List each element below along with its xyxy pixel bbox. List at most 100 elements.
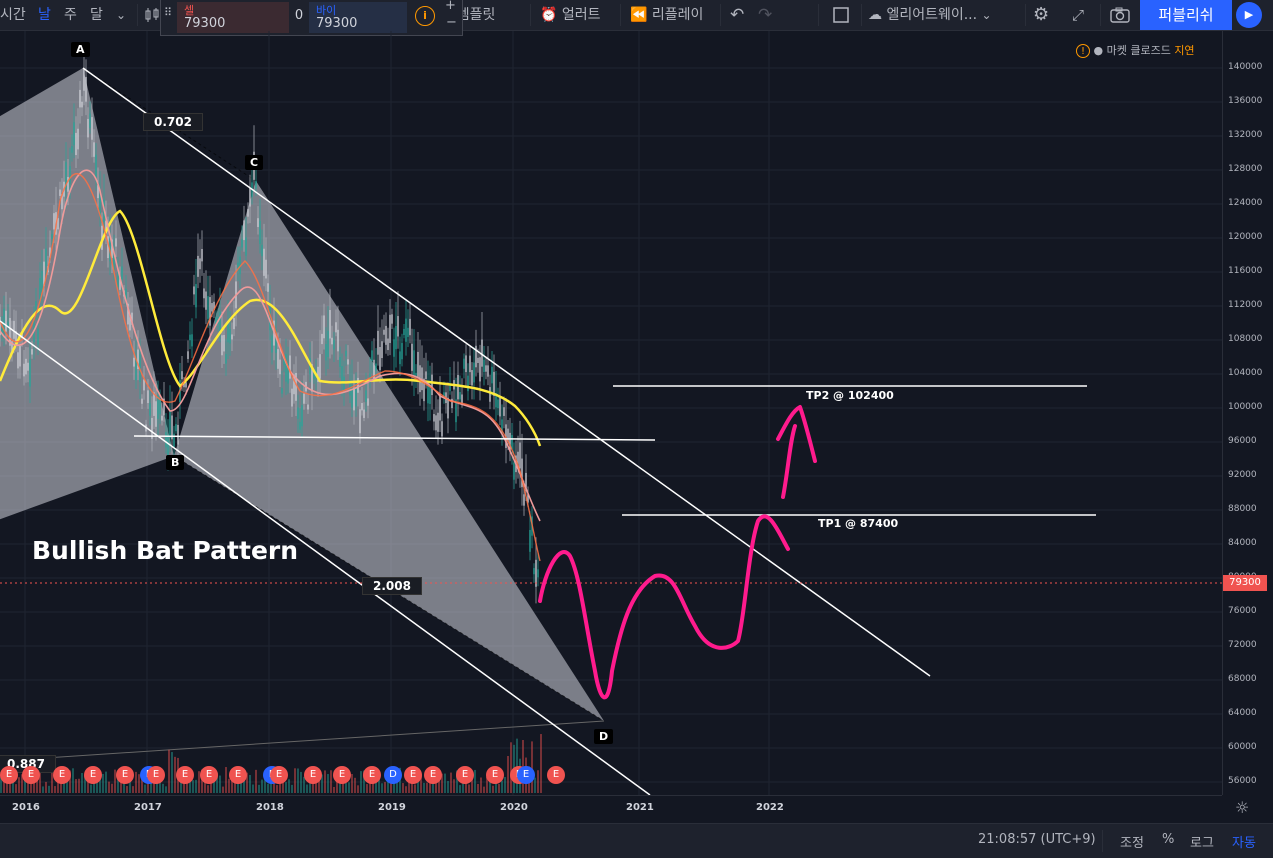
price-tick: 112000 (1228, 300, 1263, 310)
earnings-marker[interactable]: E (22, 766, 40, 784)
earnings-marker[interactable]: E (517, 766, 535, 784)
info-icon[interactable]: i (415, 6, 435, 26)
trade-widget: ⠿ 셀 79300 0 바이 79300 i + − (160, 0, 463, 36)
price-tick: 88000 (1228, 504, 1257, 514)
interval-day[interactable]: 날 (38, 7, 51, 23)
earnings-marker[interactable]: E (486, 766, 504, 784)
percent-toggle[interactable]: % (1162, 832, 1175, 847)
layout-name: 엘리어트웨이... (886, 7, 978, 23)
point-a-label[interactable]: A (71, 42, 90, 57)
camera-icon[interactable] (1110, 0, 1130, 30)
time-axis[interactable]: 2016 2017 2018 2019 2020 2021 2022 (0, 795, 1222, 824)
tp2-label[interactable]: TP2 @ 102400 (806, 389, 894, 402)
ratio-label-xc[interactable]: 0.702 (143, 113, 203, 131)
chart-settings-gear-icon[interactable]: ☼ (1235, 798, 1250, 817)
current-price-tag: 79300 (1223, 575, 1267, 591)
drag-handle-icon[interactable]: ⠿ (164, 6, 173, 19)
candles-icon[interactable] (144, 0, 160, 30)
buy-label: 바이 (316, 4, 337, 17)
templates-label: 템플릿 (456, 7, 496, 23)
time-tick: 2019 (378, 802, 406, 813)
bottom-bar: 21:08:57 (UTC+9) 조정 % 로그 자동 (0, 823, 1273, 858)
buy-button[interactable]: 바이 79300 (309, 2, 407, 33)
hand-drawn-projection (538, 405, 817, 700)
sell-button[interactable]: 셀 79300 (177, 2, 289, 33)
price-tick: 56000 (1228, 776, 1257, 786)
earnings-marker[interactable]: E (456, 766, 474, 784)
price-tick: 124000 (1228, 198, 1263, 208)
price-tick: 140000 (1228, 62, 1263, 72)
time-tick: 2018 (256, 802, 284, 813)
price-axis[interactable]: 140000 136000 132000 128000 124000 120000 1160… (1222, 31, 1273, 795)
price-tick: 136000 (1228, 96, 1263, 106)
earnings-marker[interactable]: E (363, 766, 381, 784)
sell-label: 셀 (184, 4, 195, 17)
chevron-down-icon: ⌄ (981, 8, 992, 22)
log-toggle[interactable]: 로그 (1190, 836, 1214, 851)
earnings-marker[interactable]: E (0, 766, 18, 784)
adjust-toggle[interactable]: 조정 (1120, 836, 1144, 851)
earnings-marker[interactable]: E (84, 766, 102, 784)
point-d-label[interactable]: D (594, 729, 614, 744)
time-tick: 2022 (756, 802, 784, 813)
earnings-marker[interactable]: E (229, 766, 247, 784)
cloud-icon: ☁ (868, 7, 887, 23)
time-tick: 2021 (626, 802, 654, 813)
price-tick: 132000 (1228, 130, 1263, 140)
gear-icon[interactable]: ⚙ (1033, 4, 1050, 25)
alert-label: 얼러트 (561, 7, 601, 23)
clock[interactable]: 21:08:57 (UTC+9) (978, 832, 1096, 847)
minus-icon[interactable]: − (446, 15, 457, 30)
price-tick: 116000 (1228, 266, 1263, 276)
price-tick: 64000 (1228, 708, 1257, 718)
time-tick: 2017 (134, 802, 162, 813)
earnings-marker[interactable]: E (404, 766, 422, 784)
buy-price: 79300 (316, 16, 358, 31)
earnings-marker[interactable]: E (116, 766, 134, 784)
earnings-marker[interactable]: E (147, 766, 165, 784)
interval-week[interactable]: 주 (64, 7, 77, 23)
earnings-marker[interactable]: E (200, 766, 218, 784)
rewind-icon: ⏪ (630, 7, 652, 23)
chevron-down-icon[interactable]: ⌄ (116, 8, 127, 22)
fullscreen-icon[interactable]: ⤢ (1072, 6, 1085, 24)
price-tick: 104000 (1228, 368, 1263, 378)
earnings-marker[interactable]: E (176, 766, 194, 784)
earnings-marker[interactable]: E (304, 766, 322, 784)
layout-square-icon[interactable] (832, 0, 850, 30)
delay-text: 지연 (1174, 44, 1195, 57)
publish-button[interactable]: 퍼블리쉬 (1140, 0, 1232, 30)
ratio-label-bd[interactable]: 2.008 (362, 577, 422, 595)
interval-hour[interactable]: 시간 (0, 7, 26, 23)
price-chart[interactable] (0, 31, 1222, 795)
price-tick: 128000 (1228, 164, 1263, 174)
warning-icon: ! (1076, 44, 1090, 58)
layout-menu[interactable]: ☁ 엘리어트웨이... ⌄ (868, 0, 992, 30)
play-icon[interactable]: ▶ (1236, 2, 1262, 28)
price-tick: 96000 (1228, 436, 1257, 446)
tp1-label[interactable]: TP1 @ 87400 (818, 517, 899, 530)
price-tick: 120000 (1228, 232, 1263, 242)
redo-icon[interactable]: ↷ (758, 5, 773, 25)
earnings-marker[interactable]: E (270, 766, 288, 784)
point-c-label[interactable]: C (245, 155, 264, 170)
point-b-label[interactable]: B (166, 455, 185, 470)
price-tick: 92000 (1228, 470, 1257, 480)
earnings-marker[interactable]: E (547, 766, 565, 784)
price-tick: 72000 (1228, 640, 1257, 650)
earnings-marker[interactable]: E (333, 766, 351, 784)
time-tick: 2016 (12, 802, 40, 813)
undo-icon[interactable]: ↶ (730, 5, 745, 25)
interval-month[interactable]: 달 (90, 7, 103, 23)
plus-icon[interactable]: + (445, 0, 456, 13)
replay-button[interactable]: ⏪ 리플레이 (630, 0, 703, 30)
earnings-marker[interactable]: E (424, 766, 442, 784)
dividend-marker[interactable]: D (384, 766, 402, 784)
pattern-title[interactable]: Bullish Bat Pattern (32, 536, 299, 565)
auto-toggle[interactable]: 자동 (1232, 836, 1256, 851)
channel-lines (0, 67, 1222, 795)
market-status: ! ● 마켓 클로즈드 지연 (1076, 42, 1195, 58)
alert-button[interactable]: ⏰ 얼러트 (540, 0, 601, 30)
market-closed-text: ● 마켓 클로즈드 (1093, 44, 1171, 57)
earnings-marker[interactable]: E (53, 766, 71, 784)
